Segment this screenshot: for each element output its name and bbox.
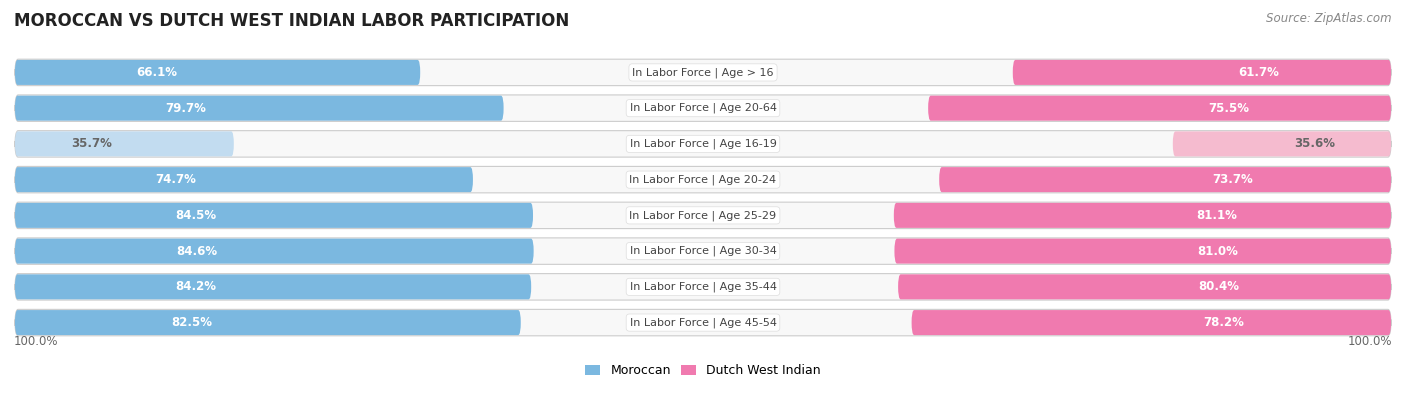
Text: 84.2%: 84.2% [176, 280, 217, 293]
FancyBboxPatch shape [894, 239, 1391, 263]
Text: In Labor Force | Age 20-24: In Labor Force | Age 20-24 [630, 174, 776, 185]
FancyBboxPatch shape [911, 310, 1391, 335]
Text: 100.0%: 100.0% [14, 335, 59, 348]
Text: 81.1%: 81.1% [1197, 209, 1237, 222]
FancyBboxPatch shape [928, 96, 1391, 120]
Text: 100.0%: 100.0% [1347, 335, 1392, 348]
FancyBboxPatch shape [15, 275, 531, 299]
FancyBboxPatch shape [15, 202, 1391, 229]
Text: 78.2%: 78.2% [1202, 316, 1244, 329]
FancyBboxPatch shape [15, 95, 1391, 121]
FancyBboxPatch shape [15, 309, 1391, 336]
FancyBboxPatch shape [15, 274, 1391, 300]
Text: 73.7%: 73.7% [1212, 173, 1253, 186]
FancyBboxPatch shape [15, 131, 1391, 157]
Text: 61.7%: 61.7% [1239, 66, 1279, 79]
FancyBboxPatch shape [898, 275, 1391, 299]
Text: In Labor Force | Age 20-64: In Labor Force | Age 20-64 [630, 103, 776, 113]
Text: In Labor Force | Age 25-29: In Labor Force | Age 25-29 [630, 210, 776, 221]
Text: 79.7%: 79.7% [166, 102, 207, 115]
Text: Source: ZipAtlas.com: Source: ZipAtlas.com [1267, 12, 1392, 25]
FancyBboxPatch shape [15, 203, 533, 228]
FancyBboxPatch shape [1012, 60, 1391, 85]
FancyBboxPatch shape [15, 132, 233, 156]
Legend: Moroccan, Dutch West Indian: Moroccan, Dutch West Indian [585, 364, 821, 377]
Text: 82.5%: 82.5% [172, 316, 212, 329]
FancyBboxPatch shape [1173, 132, 1391, 156]
Text: In Labor Force | Age 30-34: In Labor Force | Age 30-34 [630, 246, 776, 256]
Text: In Labor Force | Age > 16: In Labor Force | Age > 16 [633, 67, 773, 78]
FancyBboxPatch shape [15, 96, 503, 120]
FancyBboxPatch shape [15, 60, 420, 85]
Text: 75.5%: 75.5% [1209, 102, 1250, 115]
FancyBboxPatch shape [15, 238, 1391, 264]
Text: 35.6%: 35.6% [1294, 137, 1336, 150]
FancyBboxPatch shape [15, 239, 534, 263]
FancyBboxPatch shape [15, 59, 1391, 86]
FancyBboxPatch shape [939, 167, 1391, 192]
Text: 35.7%: 35.7% [72, 137, 112, 150]
Text: In Labor Force | Age 45-54: In Labor Force | Age 45-54 [630, 317, 776, 328]
Text: 74.7%: 74.7% [155, 173, 195, 186]
Text: In Labor Force | Age 35-44: In Labor Force | Age 35-44 [630, 282, 776, 292]
FancyBboxPatch shape [15, 166, 1391, 193]
FancyBboxPatch shape [15, 167, 472, 192]
FancyBboxPatch shape [15, 310, 520, 335]
Text: 80.4%: 80.4% [1198, 280, 1239, 293]
Text: 66.1%: 66.1% [136, 66, 177, 79]
FancyBboxPatch shape [894, 203, 1391, 228]
Text: 81.0%: 81.0% [1197, 245, 1237, 258]
Text: In Labor Force | Age 16-19: In Labor Force | Age 16-19 [630, 139, 776, 149]
Text: MOROCCAN VS DUTCH WEST INDIAN LABOR PARTICIPATION: MOROCCAN VS DUTCH WEST INDIAN LABOR PART… [14, 12, 569, 30]
Text: 84.5%: 84.5% [176, 209, 217, 222]
Text: 84.6%: 84.6% [176, 245, 217, 258]
